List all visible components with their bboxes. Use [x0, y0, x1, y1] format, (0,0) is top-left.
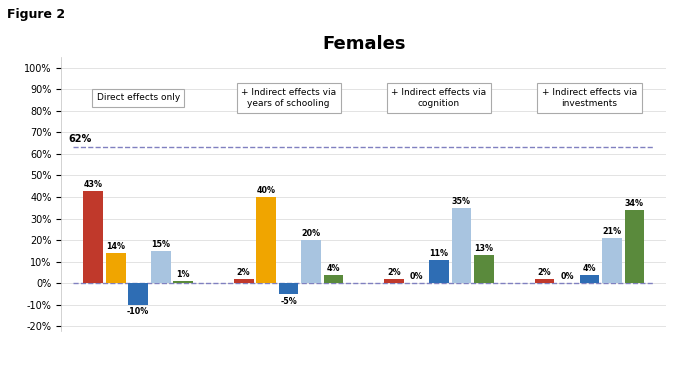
Text: 0%: 0%	[560, 272, 574, 282]
Text: 34%: 34%	[625, 199, 644, 208]
Text: 43%: 43%	[84, 180, 103, 189]
Text: 62%: 62%	[68, 134, 91, 144]
Text: 2%: 2%	[237, 268, 250, 277]
Bar	[324, 275, 343, 283]
Text: 15%: 15%	[151, 240, 170, 249]
Text: 40%: 40%	[256, 186, 275, 195]
Bar	[624, 210, 645, 283]
Text: -5%: -5%	[280, 296, 297, 306]
Text: 1%: 1%	[176, 270, 190, 279]
Text: Direct effects only: Direct effects only	[97, 93, 180, 103]
Text: 13%: 13%	[475, 244, 494, 253]
Text: 0%: 0%	[410, 272, 423, 282]
Text: + Indirect effects via
cognition: + Indirect effects via cognition	[392, 87, 487, 108]
Bar	[279, 283, 299, 294]
Bar	[579, 275, 599, 283]
Text: 35%: 35%	[452, 197, 471, 206]
Text: + Indirect effects via
investments: + Indirect effects via investments	[542, 87, 637, 108]
Text: 20%: 20%	[301, 230, 321, 238]
Bar	[129, 283, 148, 305]
Bar	[106, 253, 126, 283]
Bar	[151, 251, 171, 283]
Text: -10%: -10%	[127, 307, 150, 316]
Text: 2%: 2%	[387, 268, 401, 277]
Bar	[429, 260, 449, 283]
Bar	[173, 281, 193, 283]
Text: + Indirect effects via
years of schooling: + Indirect effects via years of schoolin…	[241, 87, 336, 108]
Bar	[602, 238, 622, 283]
Text: 4%: 4%	[327, 264, 340, 273]
Text: 14%: 14%	[106, 242, 125, 251]
Bar	[83, 190, 103, 283]
Bar	[384, 279, 404, 283]
Text: 21%: 21%	[602, 227, 622, 236]
Text: 11%: 11%	[430, 249, 449, 258]
Bar	[452, 208, 471, 283]
Bar	[534, 279, 554, 283]
Bar	[234, 279, 254, 283]
Text: 4%: 4%	[583, 264, 596, 273]
Bar	[301, 240, 321, 283]
Legend: Years of Schooling, Cognition, Time Investments, School Quality, Family Backgrou: Years of Schooling, Cognition, Time Inve…	[133, 379, 595, 380]
Bar	[256, 197, 276, 283]
Text: 2%: 2%	[538, 268, 551, 277]
Title: Females: Females	[322, 35, 405, 53]
Bar	[474, 255, 494, 283]
Text: Figure 2: Figure 2	[7, 8, 65, 21]
